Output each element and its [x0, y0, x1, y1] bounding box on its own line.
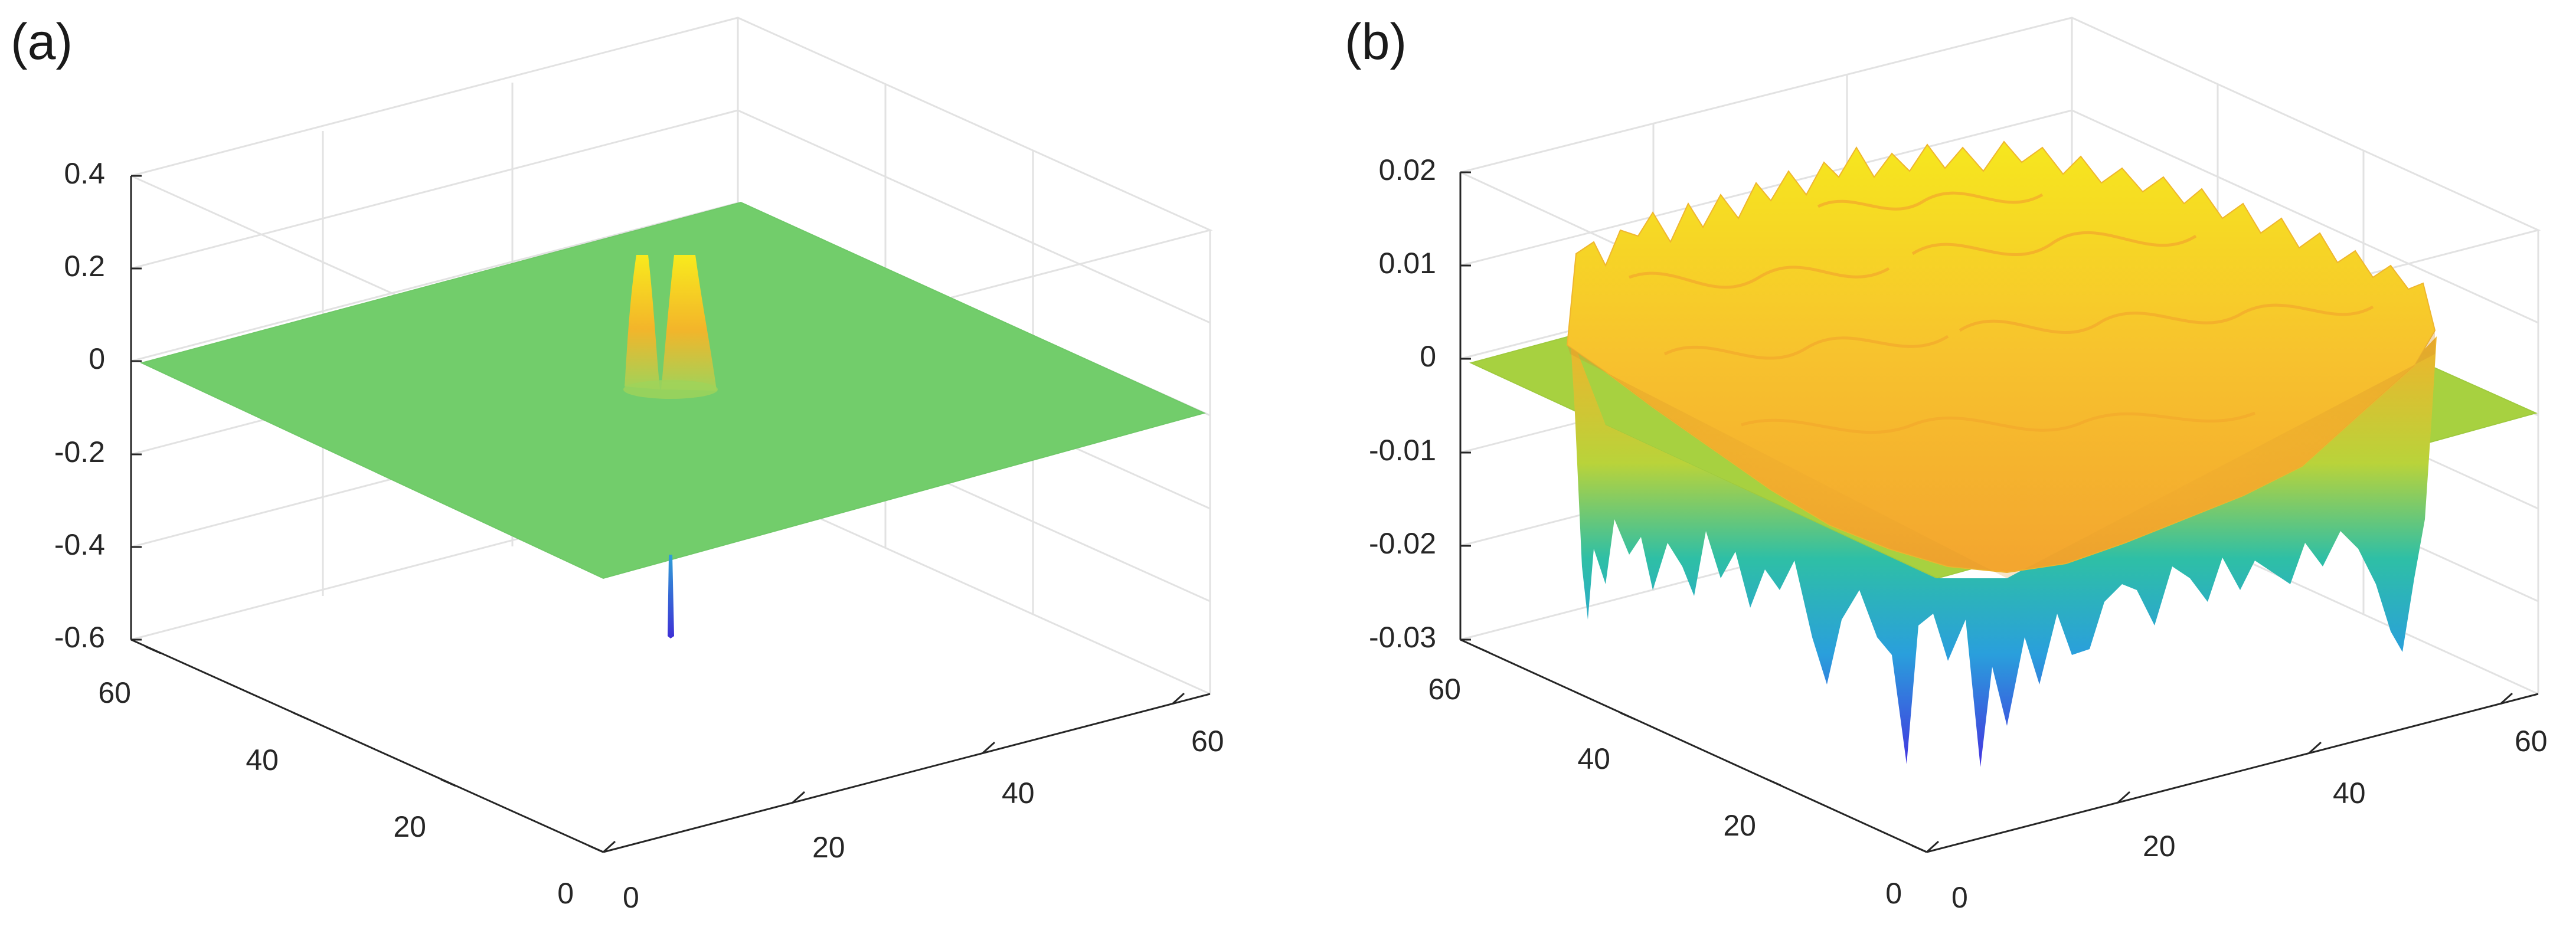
y-ticks-a: 0 20 40 60: [98, 646, 604, 910]
x-tick-label: 40: [1002, 777, 1035, 810]
surface-plot-a: 0.4 0.2 0 -0.2 -0.4 -0.6 0 20 40 60 0 20…: [54, 17, 1224, 914]
y-tick-label: 40: [246, 743, 279, 777]
z-tick-label: 0: [1420, 340, 1436, 373]
z-tick-label: -0.01: [1369, 434, 1436, 467]
z-tick-label: -0.6: [54, 621, 105, 654]
panel-label-a: (a): [11, 14, 73, 70]
x-tick-label: 0: [1951, 881, 1968, 914]
z-tick-label: 0.2: [64, 250, 105, 283]
z-tick-label: 0.01: [1379, 247, 1436, 280]
x-tick-label: 40: [2333, 777, 2366, 810]
z-tick-label: 0: [89, 342, 105, 375]
z-tick-label: -0.2: [54, 435, 105, 469]
surface-a-dip: [668, 555, 674, 638]
y-tick-label: 60: [1428, 673, 1461, 706]
z-ticks-a: 0.4 0.2 0 -0.2 -0.4 -0.6: [54, 157, 142, 654]
z-tick-label: 0.4: [64, 157, 105, 190]
x-tick-label: 60: [2515, 725, 2548, 758]
y-tick-label: 60: [98, 676, 131, 709]
x-tick-label: 20: [2143, 830, 2176, 863]
surface-b-curtain: [1570, 333, 2437, 767]
surface-b: [1469, 140, 2538, 767]
z-tick-label: -0.4: [54, 528, 105, 561]
y-tick-label: 0: [1885, 877, 1902, 910]
z-ticks-b: 0.02 0.01 0 -0.01 -0.02 -0.03: [1369, 153, 1471, 654]
panel-label-b: (b): [1345, 14, 1407, 70]
surface-a-peak-2: [661, 255, 717, 391]
axes-a: [130, 176, 1211, 853]
y-tick-label: 0: [557, 877, 574, 910]
y-tick-label: 20: [393, 810, 426, 843]
x-tick-label: 20: [812, 831, 845, 864]
surface-plot-b: 0.02 0.01 0 -0.01 -0.02 -0.03 0 20 40 60…: [1369, 17, 2548, 914]
x-tick-label: 60: [1191, 725, 1224, 758]
surface-a-peak-1: [625, 255, 660, 389]
x-ticks-b: 0 20 40 60: [1926, 692, 2548, 914]
y-tick-label: 20: [1723, 809, 1756, 842]
z-tick-label: -0.03: [1369, 621, 1436, 654]
y-ticks-b: 0 20 40 60: [1428, 645, 1927, 910]
surface-a: [140, 201, 1206, 638]
z-tick-label: -0.02: [1369, 527, 1436, 560]
x-tick-label: 0: [623, 881, 639, 914]
y-tick-label: 40: [1577, 742, 1610, 775]
x-ticks-a: 0 20 40 60: [602, 692, 1224, 914]
z-tick-label: 0.02: [1379, 153, 1436, 186]
axes-b: [1459, 172, 2539, 853]
